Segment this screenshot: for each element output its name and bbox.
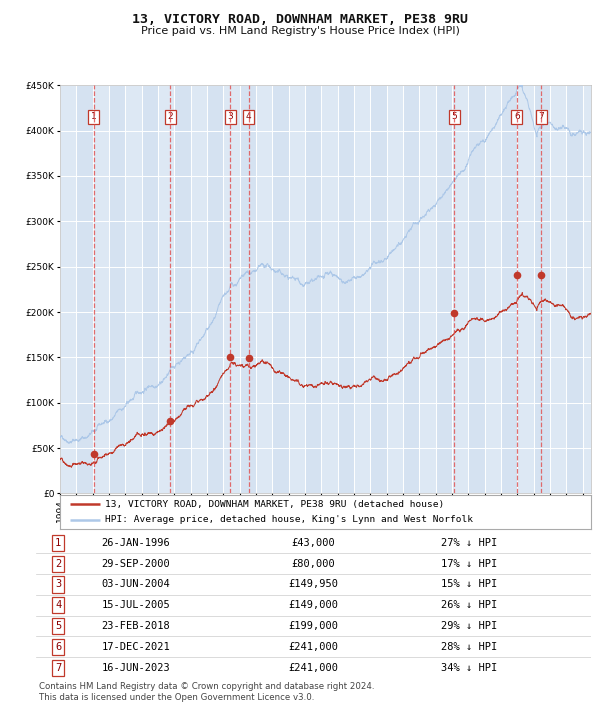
Text: This data is licensed under the Open Government Licence v3.0.: This data is licensed under the Open Gov… (39, 693, 314, 702)
Text: 7: 7 (538, 112, 544, 121)
Text: £241,000: £241,000 (289, 642, 338, 652)
Text: £241,000: £241,000 (289, 662, 338, 672)
Bar (142, 85, 158, 493)
Text: 6: 6 (55, 642, 61, 652)
Bar (207, 85, 223, 493)
Text: HPI: Average price, detached house, King's Lynn and West Norfolk: HPI: Average price, detached house, King… (105, 515, 473, 524)
Text: 03-JUN-2004: 03-JUN-2004 (101, 579, 170, 589)
Text: 2: 2 (55, 559, 61, 569)
Text: 13, VICTORY ROAD, DOWNHAM MARKET, PE38 9RU (detached house): 13, VICTORY ROAD, DOWNHAM MARKET, PE38 9… (105, 500, 445, 508)
Text: 7: 7 (55, 662, 61, 672)
Text: 15-JUL-2005: 15-JUL-2005 (101, 600, 170, 611)
Text: 4: 4 (55, 600, 61, 611)
Bar (175, 85, 191, 493)
Bar (534, 85, 550, 493)
Bar (436, 85, 452, 493)
Text: 23-FEB-2018: 23-FEB-2018 (101, 621, 170, 631)
Text: Price paid vs. HM Land Registry's House Price Index (HPI): Price paid vs. HM Land Registry's House … (140, 26, 460, 36)
Text: 15% ↓ HPI: 15% ↓ HPI (441, 579, 497, 589)
Bar (240, 85, 256, 493)
Text: 27% ↓ HPI: 27% ↓ HPI (441, 538, 497, 548)
Text: Contains HM Land Registry data © Crown copyright and database right 2024.: Contains HM Land Registry data © Crown c… (39, 682, 374, 691)
Bar (305, 85, 322, 493)
Bar (403, 85, 419, 493)
Text: 29-SEP-2000: 29-SEP-2000 (101, 559, 170, 569)
Bar (109, 85, 125, 493)
Text: 3: 3 (227, 112, 233, 121)
Bar (338, 85, 354, 493)
Text: 26% ↓ HPI: 26% ↓ HPI (441, 600, 497, 611)
Bar (469, 85, 485, 493)
Bar (566, 85, 583, 493)
Text: 28% ↓ HPI: 28% ↓ HPI (441, 642, 497, 652)
Text: 34% ↓ HPI: 34% ↓ HPI (441, 662, 497, 672)
Text: 5: 5 (452, 112, 457, 121)
Text: 17-DEC-2021: 17-DEC-2021 (101, 642, 170, 652)
Text: 29% ↓ HPI: 29% ↓ HPI (441, 621, 497, 631)
Text: 1: 1 (55, 538, 61, 548)
Text: 1: 1 (91, 112, 97, 121)
Text: 5: 5 (55, 621, 61, 631)
Bar (501, 85, 517, 493)
Text: £149,950: £149,950 (289, 579, 338, 589)
Text: 16-JUN-2023: 16-JUN-2023 (101, 662, 170, 672)
Text: 26-JAN-1996: 26-JAN-1996 (101, 538, 170, 548)
Text: 4: 4 (246, 112, 251, 121)
Text: 3: 3 (55, 579, 61, 589)
Bar (272, 85, 289, 493)
Bar (370, 85, 387, 493)
Text: 13, VICTORY ROAD, DOWNHAM MARKET, PE38 9RU: 13, VICTORY ROAD, DOWNHAM MARKET, PE38 9… (132, 13, 468, 26)
Text: £43,000: £43,000 (292, 538, 335, 548)
Text: 6: 6 (514, 112, 520, 121)
Text: £149,000: £149,000 (289, 600, 338, 611)
Text: £199,000: £199,000 (289, 621, 338, 631)
Text: £80,000: £80,000 (292, 559, 335, 569)
Text: 17% ↓ HPI: 17% ↓ HPI (441, 559, 497, 569)
Text: 2: 2 (167, 112, 173, 121)
Bar (76, 85, 92, 493)
